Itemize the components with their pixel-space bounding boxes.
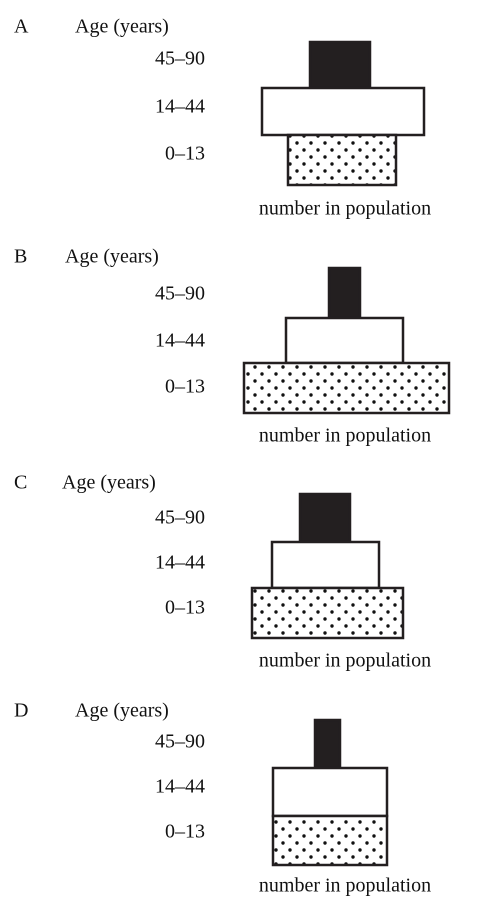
bar-old <box>298 492 352 544</box>
bar-middle <box>270 540 381 590</box>
bar-middle <box>271 766 389 818</box>
age-group-label: 14–44 <box>155 776 205 798</box>
age-group-label: 45–90 <box>155 507 205 529</box>
age-group-label: 45–90 <box>155 731 205 753</box>
bar-middle <box>284 316 405 365</box>
age-group-label: 0–13 <box>165 143 205 165</box>
axis-label: Age (years) <box>75 700 169 722</box>
panel-letter: A <box>14 16 29 38</box>
panel-letter: B <box>14 246 27 268</box>
age-group-label: 0–13 <box>165 821 205 843</box>
axis-label: Age (years) <box>62 472 156 494</box>
age-group-label: 45–90 <box>155 48 205 70</box>
age-group-label: 0–13 <box>165 597 205 619</box>
age-group-label: 14–44 <box>155 330 205 352</box>
axis-label: Age (years) <box>75 16 169 38</box>
bar-young <box>271 814 389 867</box>
x-axis-label: number in population <box>259 875 431 897</box>
age-group-label: 45–90 <box>155 283 205 305</box>
bar-young <box>250 586 405 640</box>
x-axis-label: number in population <box>259 198 431 220</box>
bar-old <box>313 718 342 770</box>
bar-young <box>242 361 451 415</box>
panel-letter: C <box>14 472 27 494</box>
bar-old <box>308 40 372 90</box>
axis-label: Age (years) <box>65 246 159 268</box>
x-axis-label: number in population <box>259 425 431 447</box>
bar-young <box>286 133 398 187</box>
x-axis-label: number in population <box>259 650 431 672</box>
bar-old <box>327 266 362 320</box>
age-group-label: 14–44 <box>155 552 205 574</box>
age-group-label: 14–44 <box>155 96 205 118</box>
age-group-label: 0–13 <box>165 376 205 398</box>
panel-letter: D <box>14 700 28 722</box>
bar-middle <box>260 86 426 137</box>
